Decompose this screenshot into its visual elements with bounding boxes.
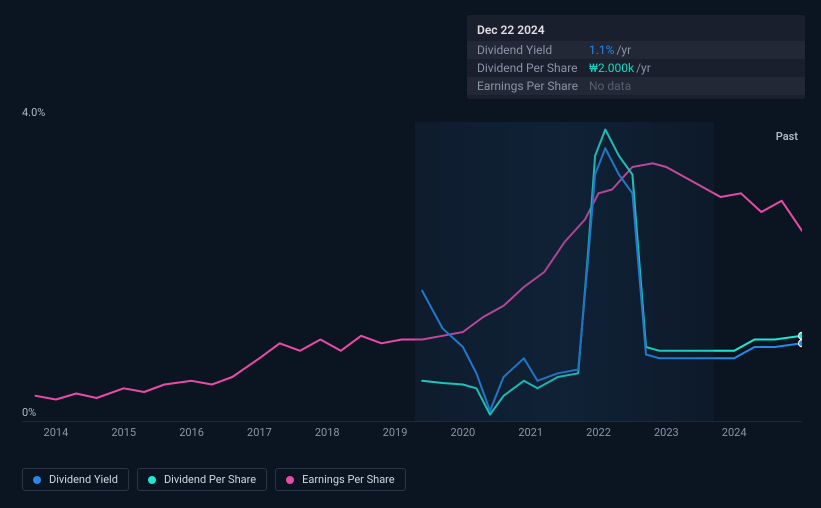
- tooltip-label: Earnings Per Share: [477, 79, 589, 93]
- x-tick-label: 2023: [654, 426, 679, 439]
- tooltip-label: Dividend Yield: [477, 43, 589, 57]
- tooltip-row: Earnings Per Share No data: [467, 77, 805, 95]
- legend-dot: [148, 476, 156, 484]
- legend-label: Earnings Per Share: [302, 473, 395, 486]
- tooltip-label: Dividend Per Share: [477, 61, 589, 75]
- tooltip-value: ₩2.000k: [589, 61, 634, 75]
- legend-item-dividend-yield[interactable]: Dividend Yield: [22, 468, 129, 491]
- chart-container: 4.0% 0% Past 201420152016201720182019202…: [22, 106, 802, 436]
- plot-area[interactable]: [22, 122, 802, 422]
- legend-label: Dividend Per Share: [164, 473, 256, 486]
- x-tick-label: 2018: [315, 426, 340, 439]
- x-tick-label: 2015: [111, 426, 136, 439]
- chart-tooltip: Dec 22 2024 Dividend Yield 1.1% /yr Divi…: [467, 15, 805, 99]
- legend-dot: [33, 476, 41, 484]
- tooltip-value: No data: [589, 79, 631, 93]
- x-tick-label: 2024: [722, 426, 747, 439]
- x-tick-label: 2022: [586, 426, 611, 439]
- legend-dot: [286, 476, 294, 484]
- legend-item-earnings-per-share[interactable]: Earnings Per Share: [275, 468, 406, 491]
- x-axis: 2014 2015 2016 2017 2018 2019 2020 2021 2022 2023…: [22, 426, 802, 442]
- x-tick-label: 2017: [247, 426, 272, 439]
- series-end-marker: [799, 332, 803, 339]
- y-axis-label-max: 4.0%: [22, 106, 45, 119]
- shaded-region: [415, 122, 713, 422]
- x-tick-label: 2021: [518, 426, 543, 439]
- legend-item-dividend-per-share[interactable]: Dividend Per Share: [137, 468, 267, 491]
- legend-label: Dividend Yield: [49, 473, 118, 486]
- x-tick-label: 2019: [383, 426, 408, 439]
- tooltip-row: Dividend Yield 1.1% /yr: [467, 41, 805, 59]
- x-tick-label: 2016: [179, 426, 204, 439]
- legend: Dividend Yield Dividend Per Share Earnin…: [22, 468, 406, 491]
- tooltip-value: 1.1%: [589, 43, 614, 57]
- tooltip-row: Dividend Per Share ₩2.000k /yr: [467, 59, 805, 77]
- tooltip-unit: /yr: [636, 61, 651, 75]
- x-tick-label: 2020: [450, 426, 475, 439]
- tooltip-unit: /yr: [616, 43, 631, 57]
- series-end-marker: [799, 340, 803, 347]
- x-tick-label: 2014: [44, 426, 69, 439]
- tooltip-date: Dec 22 2024: [467, 21, 805, 41]
